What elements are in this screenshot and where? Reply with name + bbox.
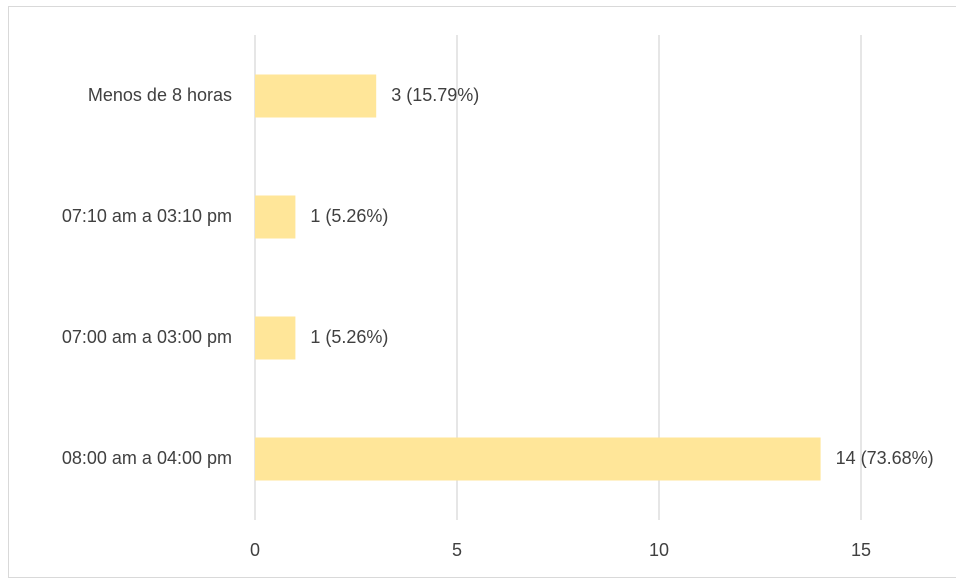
bar [255, 316, 296, 360]
data-label: 1 (5.26%) [310, 327, 388, 347]
x-tick-label: 0 [250, 540, 260, 560]
category-label: 07:00 am a 03:00 pm [62, 327, 232, 347]
x-tick-label: 5 [452, 540, 462, 560]
bar [255, 437, 821, 481]
category-label: 08:00 am a 04:00 pm [62, 448, 232, 468]
bar [255, 195, 296, 239]
category-label: 07:10 am a 03:10 pm [62, 206, 232, 226]
data-label: 1 (5.26%) [310, 206, 388, 226]
category-label: Menos de 8 horas [88, 85, 232, 105]
data-label: 14 (73.68%) [836, 448, 934, 468]
x-tick-label: 15 [851, 540, 871, 560]
data-label: 3 (15.79%) [391, 85, 479, 105]
x-tick-label: 10 [649, 540, 669, 560]
bar [255, 74, 377, 118]
chart-frame [8, 6, 956, 578]
